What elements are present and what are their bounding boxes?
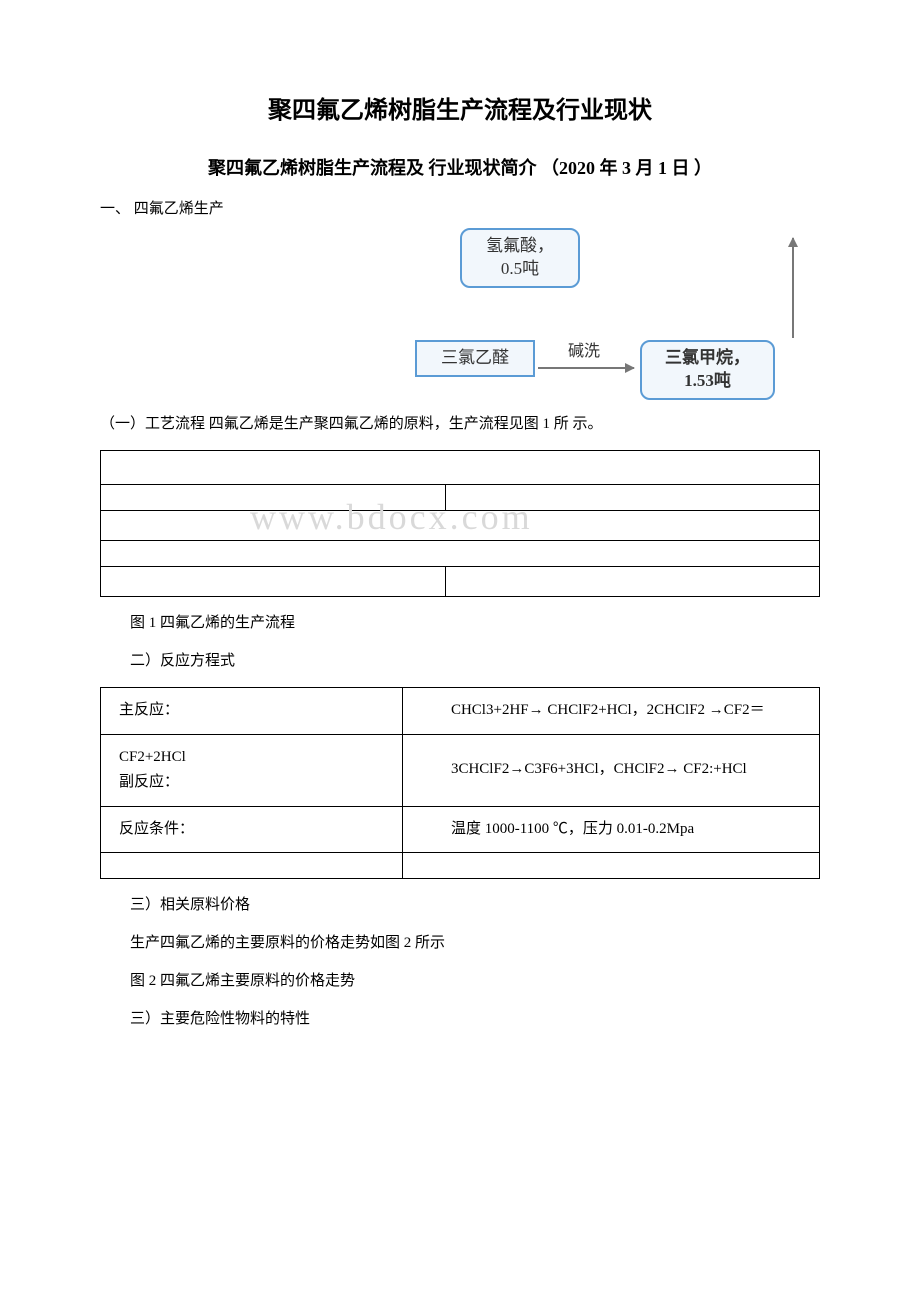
subsection-2-heading: 二）反应方程式 <box>100 649 820 673</box>
table-row: 主反应： CHCl3+2HF→ CHClF2+HCl，2CHClF2 →CF2＝ <box>101 688 820 735</box>
reactions-table: 主反应： CHCl3+2HF→ CHClF2+HCl，2CHClF2 →CF2＝… <box>100 687 820 879</box>
figure-1-placeholder-table <box>100 450 820 597</box>
paragraph-raw-material-prices: 生产四氟乙烯的主要原料的价格走势如图 2 所示 <box>100 931 820 955</box>
document-title: 聚四氟乙烯树脂生产流程及行业现状 <box>100 90 820 125</box>
subsection-3-heading: 三）相关原料价格 <box>100 893 820 917</box>
flowchart-node-hf: 氢氟酸， 0.5吨 <box>460 228 580 288</box>
cell-conditions-value: 温度 1000-1100 ℃，压力 0.01-0.2Mpa <box>402 806 819 853</box>
table-row <box>101 485 820 511</box>
flowchart-node-trichloromethane: 三氯甲烷， 1.53吨 <box>640 340 775 400</box>
table-row <box>101 541 820 567</box>
flowchart-figure-1: 氢氟酸， 0.5吨 三氯乙醛 三氯甲烷， 1.53吨 碱洗 <box>100 228 820 398</box>
table-row <box>101 511 820 541</box>
figure-1-caption: 图 1 四氟乙烯的生产流程 <box>100 611 820 635</box>
cell-empty <box>101 853 403 879</box>
flowchart-container: 氢氟酸， 0.5吨 三氯乙醛 三氯甲烷， 1.53吨 碱洗 <box>380 228 820 398</box>
flowchart-arrow-label: 碱洗 <box>568 337 600 361</box>
cell-side-reaction-eq: 3CHClF2→C3F6+3HCl，CHClF2→ CF2:+HCl <box>402 734 819 806</box>
table-row: CF2+2HCl 副反应： 3CHClF2→C3F6+3HCl，CHClF2→ … <box>101 734 820 806</box>
cell-empty <box>402 853 819 879</box>
cell-conditions-label: 反应条件： <box>101 806 403 853</box>
table-row <box>101 451 820 485</box>
flowchart-arrow-horizontal <box>538 367 634 369</box>
figure-2-caption: 图 2 四氟乙烯主要原料的价格走势 <box>100 969 820 993</box>
section-1-heading: 一、 四氟乙烯生产 <box>100 197 820 218</box>
table-row <box>101 853 820 879</box>
subsection-4-heading: 三）主要危险性物料的特性 <box>100 1007 820 1031</box>
paragraph-process-intro: （一）工艺流程 四氟乙烯是生产聚四氟乙烯的原料，生产流程见图 1 所 示。 <box>100 412 820 436</box>
table-row <box>101 567 820 597</box>
document-subtitle: 聚四氟乙烯树脂生产流程及 行业现状简介 （2020 年 3 月 1 日 ） <box>100 155 820 182</box>
table-row: 反应条件： 温度 1000-1100 ℃，压力 0.01-0.2Mpa <box>101 806 820 853</box>
cell-main-reaction-eq: CHCl3+2HF→ CHClF2+HCl，2CHClF2 →CF2＝ <box>402 688 819 735</box>
cell-main-reaction-label: 主反应： <box>101 688 403 735</box>
empty-table-wrapper: www.bdocx.com <box>100 450 820 597</box>
cell-side-reaction-label: CF2+2HCl 副反应： <box>101 734 403 806</box>
flowchart-arrow-vertical <box>792 238 794 338</box>
flowchart-node-trichloroacetaldehyde: 三氯乙醛 <box>415 340 535 377</box>
